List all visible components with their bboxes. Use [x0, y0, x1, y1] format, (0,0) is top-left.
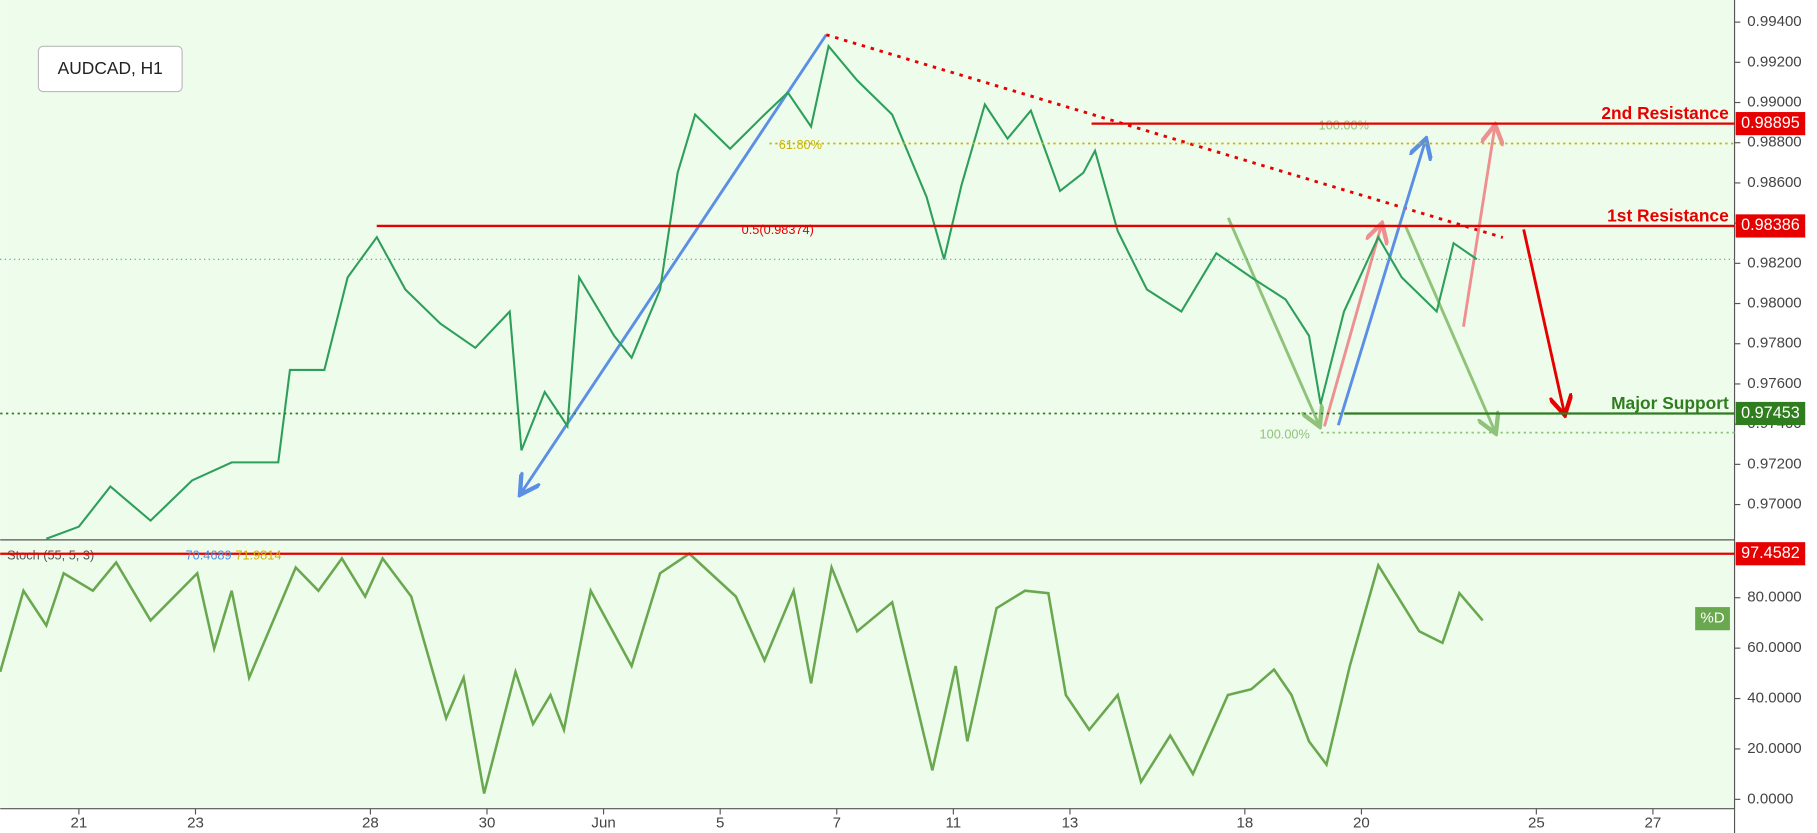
indicator-readout: 70.4689: [186, 547, 232, 562]
arrow: [1522, 229, 1565, 412]
series-tag: [1695, 607, 1730, 631]
arrow: [1226, 217, 1318, 424]
fib-label: 100.00%: [1319, 117, 1369, 132]
level-box: [1735, 112, 1806, 136]
fib-label: 0.5(0.98374): [742, 222, 814, 237]
x-tick-label: 7: [833, 815, 841, 832]
x-tick-label: 23: [187, 815, 204, 832]
x-tick-label: 21: [71, 815, 88, 832]
x-tick-label: 20: [1353, 815, 1370, 832]
level-label: Major Support: [1611, 393, 1729, 413]
trend-line: [825, 33, 1504, 239]
x-tick-label: 5: [716, 815, 724, 832]
y-tick-label: 0.99200: [1747, 53, 1801, 70]
indicator-readout: 71.9814: [235, 547, 281, 562]
symbol-box: [37, 45, 183, 93]
plot-background: [0, 0, 1735, 809]
fib-label: 61.80%: [779, 137, 822, 152]
x-tick-label: 28: [362, 815, 379, 832]
y-tick-label: 60.0000: [1747, 639, 1801, 656]
arrow: [1336, 141, 1425, 426]
series-tag-label: %D: [1700, 610, 1724, 627]
series-line: [45, 43, 1478, 540]
y-tick-label: 80.0000: [1747, 589, 1801, 606]
arrow: [1323, 226, 1381, 427]
y-tick-label: 0.97000: [1747, 496, 1801, 513]
x-axis-background: [0, 808, 1735, 833]
level-value: 0.98895: [1741, 114, 1800, 132]
arrow: [522, 33, 828, 493]
x-tick-label: 18: [1236, 815, 1253, 832]
x-tick-label: 13: [1062, 815, 1079, 832]
indicator-title: Stoch (55, 5, 3): [7, 547, 94, 562]
y-tick-label: 0.98200: [1747, 254, 1801, 271]
y-tick-label: 0.99000: [1747, 94, 1801, 111]
level-value: 97.4582: [1741, 544, 1800, 562]
arrow: [1404, 225, 1495, 431]
y-tick-label: 0.97800: [1747, 335, 1801, 352]
fib-label: 100.00%: [1260, 426, 1310, 441]
y-tick-label: 20.0000: [1747, 740, 1801, 757]
y-tick-label: 0.98800: [1747, 134, 1801, 151]
level-value: 0.97453: [1741, 404, 1800, 422]
y-tick-label: 0.0000: [1747, 790, 1793, 807]
symbol-title: AUDCAD, H1: [58, 58, 163, 78]
level-box: [1735, 401, 1806, 426]
y-tick-label: 0.98600: [1747, 174, 1801, 191]
y-tick-label: 0.99400: [1747, 13, 1801, 30]
x-tick-label: 30: [479, 815, 496, 832]
y-tick-label: 0.97200: [1747, 455, 1801, 472]
x-tick-label: 27: [1645, 815, 1662, 832]
level-label: 2nd Resistance: [1601, 103, 1729, 123]
level-value: 0.98386: [1741, 216, 1800, 234]
level-box: [1735, 542, 1806, 566]
series-line: [0, 552, 1484, 794]
level-label: 1st Resistance: [1607, 205, 1729, 225]
y-tick-label: 40.0000: [1747, 690, 1801, 707]
y-tick-label: 0.98000: [1747, 295, 1801, 312]
level-box: [1735, 214, 1806, 238]
y-tick-label: 0.97600: [1747, 375, 1801, 392]
x-tick-label: 25: [1528, 815, 1545, 832]
x-tick-label: 11: [946, 815, 962, 832]
drawings: [522, 33, 1565, 493]
x-tick-label: Jun: [591, 815, 615, 832]
